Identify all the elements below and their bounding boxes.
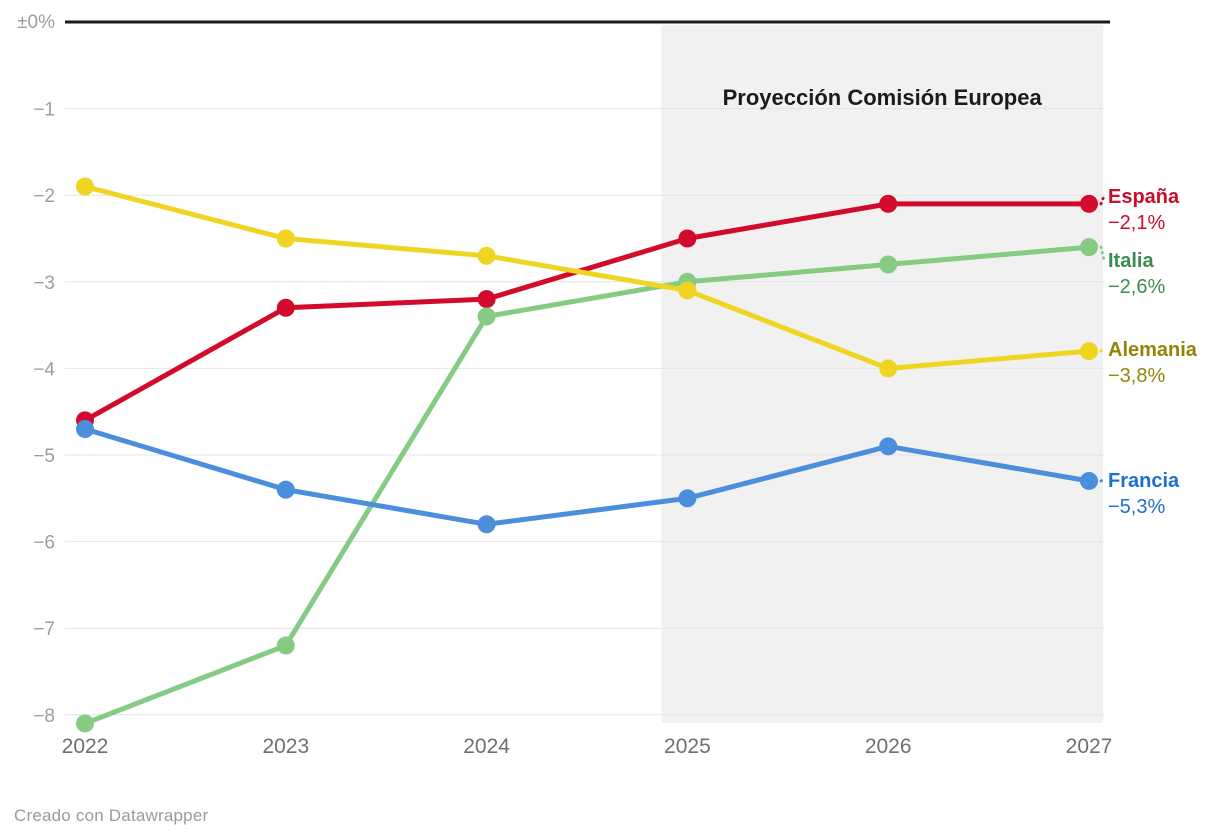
- data-point-alemania-2026[interactable]: [879, 359, 898, 378]
- data-point-espana-2024[interactable]: [477, 290, 496, 309]
- data-point-espana-2027[interactable]: [1080, 194, 1098, 213]
- data-point-francia-2027[interactable]: [1080, 471, 1098, 490]
- data-point-espana-2025[interactable]: [678, 229, 697, 248]
- y-axis-tick-label: −6: [33, 533, 55, 554]
- data-point-italia-2024[interactable]: [477, 307, 496, 326]
- series-line-italia: [82, 244, 1092, 726]
- y-axis-tick-label: −5: [33, 446, 55, 467]
- data-point-francia-2023[interactable]: [276, 480, 295, 499]
- x-axis-year-label: 2022: [62, 735, 109, 758]
- data-point-francia-2024[interactable]: [477, 515, 496, 534]
- label-connector-italia: [1099, 245, 1106, 262]
- data-point-francia-2026[interactable]: [879, 437, 898, 456]
- series-label-espana: España: [1108, 186, 1180, 208]
- y-axis-tick-label: −1: [33, 100, 55, 121]
- chart-footer: Creado con Datawrapper: [14, 806, 208, 826]
- series-value-alemania: −3,8%: [1108, 365, 1165, 387]
- y-axis-tick-label: −3: [33, 273, 55, 294]
- series-label-francia: Francia: [1108, 470, 1180, 492]
- series-label-italia: Italia: [1108, 250, 1154, 272]
- series-value-francia: −5,3%: [1108, 496, 1165, 518]
- x-axis-year-label: 2023: [262, 735, 309, 758]
- y-axis-tick-label: −7: [33, 619, 55, 640]
- y-axis-tick-label: −4: [33, 359, 55, 380]
- series-line-alemania: [82, 184, 1092, 371]
- y-axis-tick-label: −2: [33, 186, 55, 207]
- x-axis-year-label: 2025: [664, 735, 711, 758]
- label-connector-alemania: [1099, 347, 1106, 353]
- y-axis-zero-label: ±0%: [17, 12, 55, 33]
- x-axis-year-label: 2024: [463, 735, 510, 758]
- data-point-italia-2027[interactable]: [1080, 238, 1098, 257]
- x-axis-year-label: 2027: [1066, 735, 1113, 758]
- data-point-espana-2026[interactable]: [879, 194, 898, 213]
- series-line-espana: [82, 201, 1092, 423]
- data-point-francia-2022[interactable]: [76, 420, 94, 439]
- label-connector-espana: [1099, 194, 1106, 206]
- data-point-alemania-2024[interactable]: [477, 246, 496, 265]
- series-value-espana: −2,1%: [1108, 212, 1165, 234]
- y-axis-tick-label: −8: [33, 706, 55, 727]
- data-point-italia-2022[interactable]: [76, 714, 94, 733]
- data-point-alemania-2023[interactable]: [276, 229, 295, 248]
- data-point-italia-2023[interactable]: [276, 636, 295, 655]
- label-connector-francia: [1099, 478, 1106, 483]
- datawrapper-credit-link[interactable]: Creado con Datawrapper: [14, 806, 209, 825]
- projection-region-label: Proyección Comisión Europea: [723, 85, 1043, 110]
- data-point-alemania-2022[interactable]: [76, 177, 94, 196]
- series-line-francia: [82, 426, 1092, 527]
- x-axis-year-label: 2026: [865, 735, 912, 758]
- series-value-italia: −2,6%: [1108, 276, 1165, 298]
- series-label-alemania: Alemania: [1108, 339, 1198, 361]
- data-point-francia-2025[interactable]: [678, 489, 697, 508]
- data-point-alemania-2027[interactable]: [1080, 342, 1098, 361]
- data-point-italia-2026[interactable]: [879, 255, 898, 274]
- data-point-alemania-2025[interactable]: [678, 281, 697, 300]
- data-point-espana-2023[interactable]: [276, 298, 295, 317]
- deficit-line-chart: −1 −2 −3 −4 −5 −6 −7 −8 ±0% Proyección Comisión E…: [17, 12, 1198, 758]
